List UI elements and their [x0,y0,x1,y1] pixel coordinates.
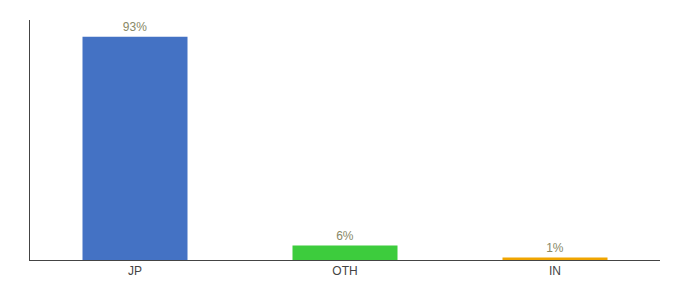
svg-text:JP: JP [128,264,142,278]
svg-text:OTH: OTH [332,264,357,278]
svg-text:93%: 93% [123,20,147,34]
svg-text:IN: IN [549,264,561,278]
svg-text:1%: 1% [546,241,564,255]
svg-text:6%: 6% [336,229,354,243]
